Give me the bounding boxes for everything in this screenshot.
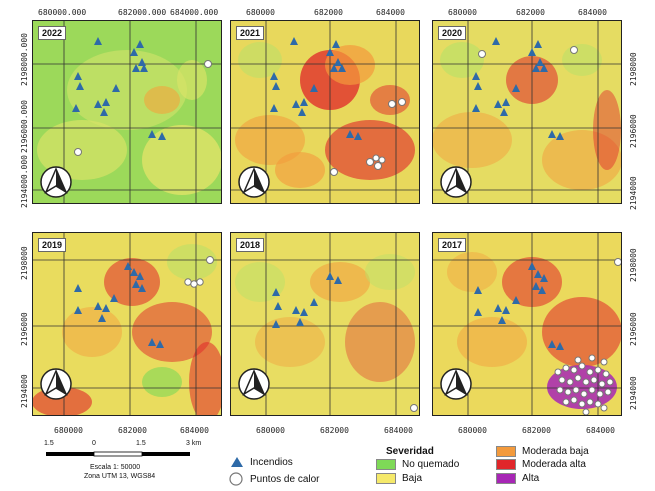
side-tick: 2198000 <box>629 248 638 282</box>
legend-class: Alta <box>496 473 539 484</box>
swatch <box>496 459 516 470</box>
map-panel-2018: 2018 <box>222 222 428 422</box>
map-panel-2017: 2198000 2196000 2194000 <box>424 222 655 422</box>
top-tick: 684000 <box>376 8 405 17</box>
top-tick: 684000.000 <box>170 8 219 17</box>
year-label: 2020 <box>438 26 467 40</box>
side-tick: 2194000 <box>20 374 29 408</box>
legend-label: Alta <box>522 473 540 484</box>
legend-class: Moderada alta <box>496 459 586 470</box>
bottom-tick: 680000 <box>54 426 83 435</box>
swatch <box>376 473 396 484</box>
scale-bar-graphic <box>46 451 190 457</box>
side-tick: 2198000 <box>20 246 29 280</box>
side-tick: 2198000 <box>629 52 638 86</box>
severity-raster <box>432 232 622 416</box>
legend-title: Severidad <box>386 446 434 457</box>
legend-puntos: Puntos de calor <box>228 471 320 487</box>
map-panel-2020: 680000 682000 684000 2198000 2196000 219… <box>424 8 655 214</box>
side-tick: 2196000.000 <box>20 100 29 153</box>
swatch <box>496 446 516 457</box>
map-frame <box>432 20 622 204</box>
scale-label: 0 <box>92 440 96 447</box>
map-frame <box>230 232 420 416</box>
severity-raster <box>230 20 420 204</box>
fire-triangle-icon <box>231 457 243 467</box>
bottom-tick: 682000 <box>320 426 349 435</box>
scale-text: Escala 1: 50000 <box>90 464 141 471</box>
map-panel-2021: 680000 682000 684000 <box>222 8 428 214</box>
side-tick: 2194000.000 <box>20 155 29 208</box>
bottom-tick: 684000 <box>586 426 615 435</box>
bottom-tick: 680000 <box>458 426 487 435</box>
legend-label: Baja <box>402 473 423 484</box>
legend-label: Puntos de calor <box>250 473 320 485</box>
year-label: 2019 <box>38 238 67 252</box>
top-tick: 682000.000 <box>118 8 167 17</box>
scale-bar: 1.5 0 1.5 3 km Escala 1: 50000 Zona UTM … <box>40 440 210 490</box>
map-frame <box>32 232 222 416</box>
map-raster <box>432 232 622 416</box>
year-label: 2018 <box>236 238 265 252</box>
bottom-tick: 684000 <box>384 426 413 435</box>
legend-label: No quemado <box>402 459 460 470</box>
top-tick: 680000.000 <box>38 8 87 17</box>
map-raster <box>432 20 622 204</box>
legend-incendios: Incendios <box>230 456 293 468</box>
map-raster <box>230 20 420 204</box>
legend-label: Incendios <box>250 456 293 468</box>
map-frame <box>432 232 622 416</box>
swatch <box>496 473 516 484</box>
swatch <box>376 459 396 470</box>
map-frame <box>230 20 420 204</box>
year-label: 2022 <box>38 26 67 40</box>
map-frame <box>32 20 222 204</box>
zone-text: Zona UTM 13, WGS84 <box>84 473 156 480</box>
bottom-tick: 684000 <box>180 426 209 435</box>
side-tick: 2194000 <box>629 376 638 410</box>
severity-raster <box>32 20 222 204</box>
top-tick: 680000 <box>448 8 477 17</box>
legend-class: Moderada baja <box>496 446 589 457</box>
map-panel-2019: 2198000 2196000 2194000 <box>20 222 226 422</box>
map-raster <box>230 232 420 416</box>
map-raster <box>32 232 222 416</box>
top-tick: 684000 <box>578 8 607 17</box>
scale-label: 1.5 <box>44 440 54 447</box>
map-raster <box>32 20 222 204</box>
top-tick: 680000 <box>246 8 275 17</box>
side-tick: 2194000 <box>629 176 638 210</box>
bottom-tick: 682000 <box>522 426 551 435</box>
bottom-tick: 682000 <box>118 426 147 435</box>
side-tick: 2196000 <box>629 312 638 346</box>
scale-label: 1.5 <box>136 440 146 447</box>
side-tick: 2196000 <box>629 114 638 148</box>
legend-class: No quemado <box>376 459 459 470</box>
year-label: 2021 <box>236 26 265 40</box>
year-label: 2017 <box>438 238 467 252</box>
top-tick: 682000 <box>516 8 545 17</box>
severity-raster <box>32 232 222 416</box>
hotspot-circle-icon <box>229 472 243 486</box>
bottom-tick: 680000 <box>256 426 285 435</box>
scale-label: 3 km <box>186 440 202 447</box>
side-tick: 2196000 <box>20 312 29 346</box>
severity-raster <box>230 232 420 416</box>
top-tick: 682000 <box>314 8 343 17</box>
severity-raster <box>432 20 622 204</box>
map-panel-2022: 680000.000 682000.000 684000.000 2198000… <box>20 8 226 214</box>
legend-label: Moderada baja <box>522 446 589 457</box>
legend-class: Baja <box>376 473 422 484</box>
side-tick: 2198000.000 <box>20 33 29 86</box>
legend-label: Moderada alta <box>522 459 586 470</box>
